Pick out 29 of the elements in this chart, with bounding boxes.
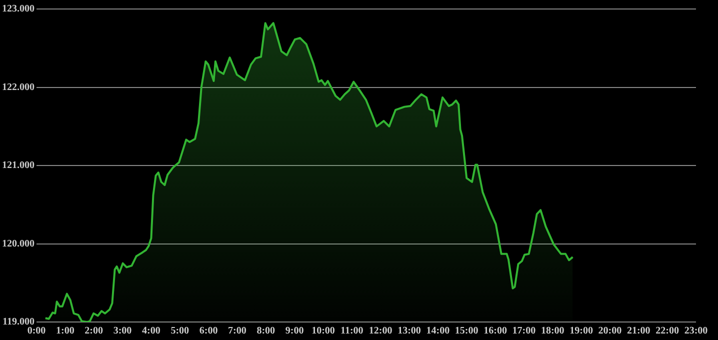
y-tick-label: 123.000 bbox=[2, 4, 34, 15]
x-tick-label: 9:00 bbox=[285, 326, 304, 337]
x-tick-label: 4:00 bbox=[142, 326, 160, 337]
x-tick-label: 20:00 bbox=[598, 326, 622, 337]
x-tick-label: 17:00 bbox=[512, 326, 536, 337]
x-tick-label: 22:00 bbox=[656, 326, 679, 337]
y-tick-label: 122.000 bbox=[2, 82, 34, 93]
x-tick-label: 5:00 bbox=[170, 326, 190, 337]
x-tick-label: 7:00 bbox=[228, 326, 246, 337]
x-tick-label: 23:00 bbox=[684, 326, 708, 337]
x-tick-label: 13:00 bbox=[398, 326, 421, 337]
x-tick-label: 0:00 bbox=[27, 326, 46, 337]
x-tick-label: 14:00 bbox=[426, 326, 450, 337]
y-tick-label: 120.000 bbox=[2, 238, 34, 250]
y-tick-label: 119.000 bbox=[2, 316, 34, 328]
x-tick-label: 19:00 bbox=[570, 326, 593, 337]
x-tick-label: 16:00 bbox=[484, 326, 507, 337]
x-tick-label: 10:00 bbox=[312, 326, 335, 337]
x-tick-label: 3:00 bbox=[113, 326, 132, 337]
y-tick-label: 121.000 bbox=[2, 160, 34, 172]
x-tick-label: 1:00 bbox=[56, 326, 74, 337]
x-tick-label: 15:00 bbox=[454, 326, 478, 337]
x-tick-label: 18:00 bbox=[540, 326, 564, 337]
x-tick-label: 8:00 bbox=[256, 326, 276, 337]
x-tick-label: 2:00 bbox=[84, 326, 104, 337]
x-tick-label: 12:00 bbox=[368, 326, 392, 337]
x-tick-label: 6:00 bbox=[199, 326, 218, 337]
x-tick-label: 11:00 bbox=[340, 326, 364, 337]
x-tick-label: 21:00 bbox=[626, 326, 650, 337]
